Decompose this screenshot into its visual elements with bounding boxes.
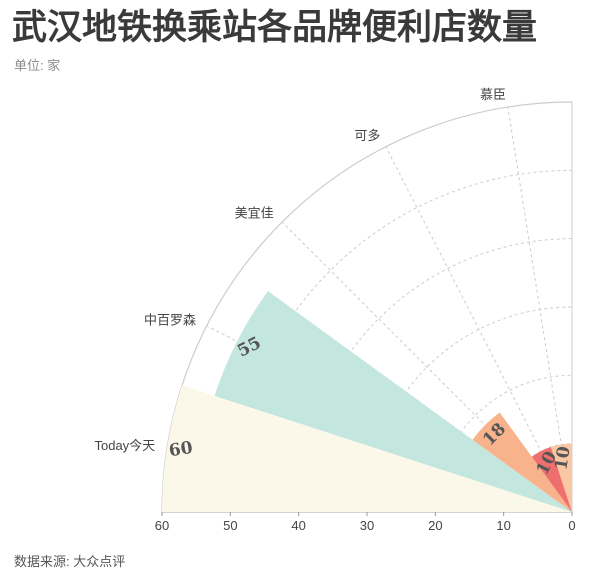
tick-label: 50 (223, 518, 237, 533)
category-label: Today今天 (94, 438, 155, 453)
value-label: 60 (168, 438, 195, 461)
source-note: 数据来源: 大众点评 (14, 554, 126, 569)
chart-bars (162, 291, 572, 512)
category-label: 美宜佳 (235, 206, 274, 221)
grid-arc (366, 306, 573, 513)
tick-label: 10 (496, 518, 510, 533)
chart-title: 武汉地铁换乘站各品牌便利店数量 (12, 8, 538, 47)
bar-wedge (214, 291, 572, 512)
bar-wedge (550, 443, 572, 512)
unit-label: 单位: 家 (14, 58, 61, 73)
category-label: 慕臣 (480, 87, 506, 102)
tick-label: 30 (360, 518, 374, 533)
tick-label: 20 (428, 518, 442, 533)
category-label: 中百罗森 (144, 312, 196, 327)
radial-axis: 60 50 40 30 20 10 0 (155, 512, 576, 533)
bar-wedge (531, 447, 572, 512)
value-label: 10 (551, 445, 574, 472)
tick-label: 40 (291, 518, 305, 533)
tick-label: 0 (568, 518, 575, 533)
category-axis: Today今天 中百罗森 美宜佳 可多 慕臣 (94, 87, 505, 453)
bar-wedge (162, 385, 572, 512)
category-label: 可多 (354, 128, 380, 143)
bar-wedge (472, 412, 572, 512)
tick-label: 60 (155, 518, 169, 533)
